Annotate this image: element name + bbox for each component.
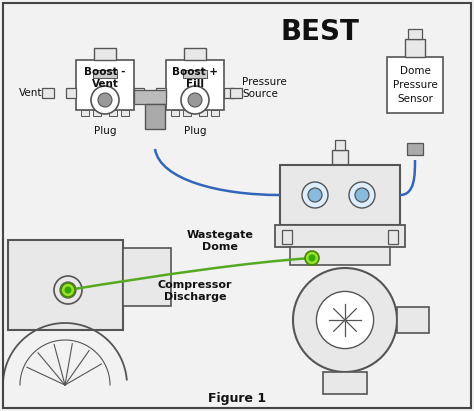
Bar (211, 110, 219, 116)
Circle shape (188, 93, 202, 107)
Bar (184, 48, 206, 60)
Circle shape (181, 86, 209, 114)
Bar (109, 110, 117, 116)
Text: Compressor
Discharge: Compressor Discharge (158, 280, 232, 302)
Circle shape (305, 251, 319, 265)
Circle shape (317, 291, 374, 349)
Bar (42, 88, 54, 98)
Bar (408, 29, 422, 39)
Bar (94, 48, 116, 60)
Bar (93, 110, 101, 116)
Circle shape (64, 286, 72, 293)
Text: Wastegate
Dome: Wastegate Dome (187, 230, 254, 252)
Bar (134, 90, 166, 104)
Bar (171, 110, 179, 116)
Bar (156, 88, 166, 98)
Bar (123, 248, 171, 306)
Bar (183, 70, 207, 78)
Bar (134, 88, 144, 98)
Bar (407, 143, 423, 155)
Bar (121, 110, 129, 116)
Text: Dome
Pressure
Sensor: Dome Pressure Sensor (392, 66, 438, 104)
Bar (280, 165, 400, 225)
Text: BEST: BEST (281, 18, 359, 46)
Polygon shape (396, 63, 434, 107)
Circle shape (308, 188, 322, 202)
Bar (332, 150, 348, 172)
Bar (224, 88, 234, 98)
Circle shape (355, 188, 369, 202)
Circle shape (91, 86, 119, 114)
Circle shape (293, 268, 397, 372)
Text: Pressure
Source: Pressure Source (242, 77, 287, 99)
Text: Plug: Plug (94, 126, 116, 136)
Bar (93, 70, 117, 78)
Circle shape (61, 283, 75, 297)
Bar (323, 372, 367, 394)
Bar (183, 110, 191, 116)
Bar (166, 60, 224, 110)
Bar (199, 110, 207, 116)
Circle shape (54, 276, 82, 304)
Text: Boost -
Vent: Boost - Vent (84, 67, 126, 89)
Bar (66, 88, 76, 98)
Bar (8, 240, 123, 330)
Bar (397, 307, 429, 333)
Circle shape (302, 182, 328, 208)
Text: Boost +
Fill: Boost + Fill (172, 67, 218, 89)
Bar (230, 88, 242, 98)
Circle shape (349, 182, 375, 208)
Bar (76, 60, 134, 110)
Bar (290, 247, 390, 265)
Bar (145, 104, 165, 129)
Bar (275, 225, 405, 247)
Circle shape (98, 93, 112, 107)
Bar (282, 230, 292, 244)
Text: Plug: Plug (184, 126, 206, 136)
Bar (405, 39, 425, 57)
Circle shape (60, 282, 76, 298)
Bar (388, 230, 398, 244)
Text: Vent: Vent (18, 88, 42, 98)
Bar (81, 110, 89, 116)
Bar (387, 57, 443, 113)
Circle shape (309, 254, 316, 261)
Text: Figure 1: Figure 1 (208, 392, 266, 405)
Bar (335, 140, 345, 150)
